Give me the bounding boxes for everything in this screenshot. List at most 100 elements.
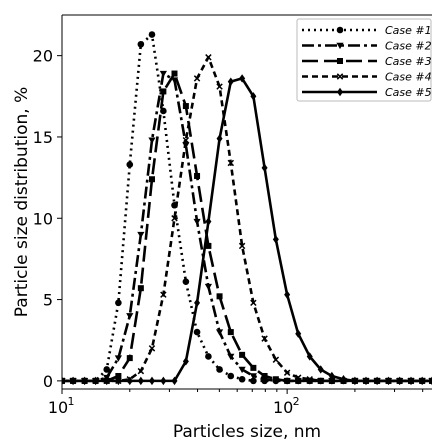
data-point	[216, 83, 223, 90]
data-point	[171, 70, 178, 77]
legend-marker	[337, 87, 343, 97]
data-point	[261, 335, 268, 342]
data-point	[408, 376, 415, 386]
data-point	[137, 40, 145, 48]
y-tick-label: 20	[33, 47, 53, 66]
data-point	[294, 374, 302, 381]
y-tick-label: 0	[43, 372, 53, 391]
legend-label: Case #3	[385, 55, 432, 68]
data-point	[205, 217, 212, 226]
data-point	[227, 77, 234, 86]
data-point	[193, 75, 201, 82]
data-point	[193, 218, 201, 226]
data-point	[261, 163, 268, 173]
data-point	[182, 357, 189, 366]
data-point	[250, 377, 257, 385]
data-point	[148, 176, 155, 183]
data-point	[340, 375, 347, 384]
data-point	[385, 376, 392, 386]
data-point	[306, 352, 313, 361]
legend-item: Case #2	[302, 40, 432, 53]
legend-item: Case #1	[302, 24, 432, 37]
data-point	[306, 377, 313, 384]
series-4	[62, 54, 432, 385]
data-point	[62, 376, 65, 386]
data-point	[182, 136, 190, 144]
series-line	[62, 72, 432, 383]
data-point	[374, 376, 381, 386]
legend-label: Case #1	[385, 24, 432, 37]
series-line	[62, 55, 432, 383]
data-point	[238, 375, 246, 383]
legend: Case #1 Case #2 Case #3 Case #4 Case #5	[296, 18, 432, 102]
data-point	[160, 291, 167, 298]
data-point	[249, 373, 257, 380]
data-point	[284, 290, 291, 299]
data-point	[428, 377, 432, 385]
x-tick-label: 10	[273, 398, 293, 417]
data-point	[126, 376, 133, 386]
legend-item: Case #4	[302, 71, 432, 84]
legend-marker	[336, 26, 344, 34]
data-point	[182, 103, 189, 110]
series-3	[62, 70, 432, 384]
legend-marker	[336, 42, 344, 50]
data-point	[284, 377, 291, 384]
data-point	[114, 355, 122, 362]
data-point	[171, 215, 178, 222]
data-point	[115, 372, 122, 379]
legend-marker	[336, 73, 344, 80]
data-point	[215, 329, 224, 336]
data-point	[193, 328, 201, 336]
data-point	[317, 365, 324, 374]
data-point	[137, 231, 145, 239]
x-tick-exponent: 2	[293, 395, 300, 408]
data-point	[272, 376, 279, 383]
series-line	[62, 33, 432, 383]
legend-item: Case #3	[302, 55, 432, 68]
legend-item: Case #5	[302, 86, 432, 99]
data-point	[250, 299, 257, 307]
data-point	[126, 161, 134, 168]
data-point	[351, 376, 358, 386]
data-point	[62, 377, 66, 385]
data-point	[137, 367, 145, 375]
data-point	[295, 329, 302, 338]
data-point	[171, 376, 178, 386]
legend-label: Case #5	[385, 86, 432, 99]
data-point	[148, 376, 155, 386]
data-point	[317, 377, 324, 385]
data-point	[115, 299, 122, 307]
data-point	[227, 372, 235, 380]
x-tick-exponent: 1	[68, 395, 75, 408]
y-tick-label: 5	[43, 291, 53, 310]
data-point	[261, 372, 268, 379]
data-point	[126, 313, 134, 320]
data-point	[205, 242, 212, 249]
data-point	[159, 70, 167, 78]
data-point	[239, 74, 246, 83]
legend-marker	[337, 58, 343, 64]
data-point	[148, 345, 156, 352]
series-5	[62, 74, 432, 386]
data-point	[283, 369, 291, 376]
y-axis-label: Particle size distribution, %	[12, 87, 32, 317]
data-point	[205, 353, 212, 360]
data-point	[205, 54, 212, 61]
data-point	[227, 329, 234, 336]
data-point	[194, 298, 201, 308]
x-axis-label: Particles size, nm	[173, 422, 321, 440]
data-point	[328, 377, 336, 385]
data-point	[137, 285, 144, 292]
legend-box	[296, 18, 432, 102]
series-2	[62, 70, 432, 385]
data-point	[216, 134, 223, 143]
data-point	[272, 235, 279, 244]
series-line	[62, 72, 432, 383]
data-point	[272, 356, 280, 363]
data-point	[328, 371, 335, 381]
data-point	[148, 31, 156, 38]
data-point	[103, 366, 111, 373]
data-point	[160, 107, 167, 115]
